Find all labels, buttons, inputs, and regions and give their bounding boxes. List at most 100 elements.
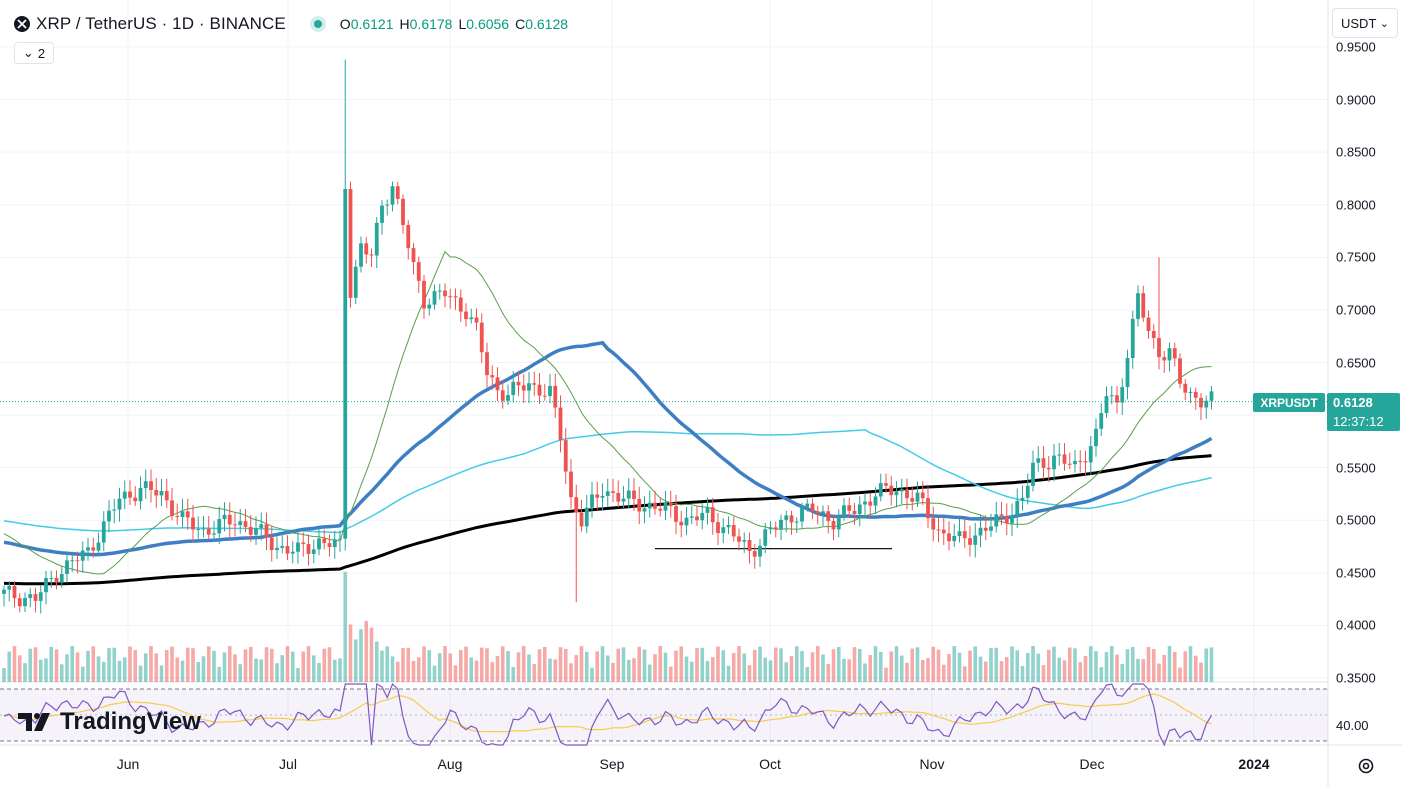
volume-bar xyxy=(915,647,920,682)
volume-bar xyxy=(1109,646,1114,682)
volume-bar xyxy=(936,649,941,682)
candle-body xyxy=(474,317,479,323)
volume-bar xyxy=(17,655,22,682)
candle-body xyxy=(159,490,164,496)
candle-body xyxy=(973,535,978,545)
candle-body xyxy=(206,528,211,535)
candle-body xyxy=(112,509,117,511)
volume-bar xyxy=(23,663,27,682)
volume-bar xyxy=(112,647,117,682)
candle-body xyxy=(401,198,405,226)
indicators-toggle-button[interactable]: ⌄ 2 xyxy=(14,42,54,64)
candle-body xyxy=(86,547,90,551)
volume-bar xyxy=(369,627,374,682)
candle-body xyxy=(1178,358,1182,384)
volume-bar xyxy=(653,654,657,682)
volume-bar xyxy=(1067,647,1072,682)
volume-bar xyxy=(170,646,174,682)
volume-bar xyxy=(254,658,258,682)
candle-body xyxy=(285,546,290,554)
volume-bar xyxy=(285,646,290,682)
time-tick: Sep xyxy=(599,756,625,772)
volume-bar xyxy=(532,664,537,682)
candle-body xyxy=(395,186,400,199)
candle-body xyxy=(784,515,789,520)
candle-body xyxy=(453,296,458,298)
volume-bar xyxy=(175,657,180,682)
candle-body xyxy=(259,524,264,529)
candle-body xyxy=(763,529,768,546)
candle-body xyxy=(737,536,741,542)
volume-bar xyxy=(479,647,484,682)
candle-body xyxy=(1183,383,1188,393)
symbol-title[interactable]: XRP / TetherUS · 1D · BINANCE xyxy=(36,14,286,33)
candle-body xyxy=(983,527,988,531)
candle-body xyxy=(1130,318,1135,359)
candle-body xyxy=(947,533,951,542)
candle-body xyxy=(889,485,894,496)
volume-bar xyxy=(317,662,321,682)
candle-body xyxy=(1162,357,1167,361)
candle-body xyxy=(595,494,600,498)
candle-body xyxy=(1083,461,1088,463)
volume-bar xyxy=(1015,650,1020,682)
candle-body xyxy=(7,585,12,590)
candle-body xyxy=(201,528,206,530)
candle-body xyxy=(1036,458,1041,463)
volume-bar xyxy=(521,646,526,682)
volume-bar xyxy=(159,665,164,682)
price-tick: 0.3500 xyxy=(1336,670,1376,686)
volume-bar xyxy=(75,652,80,682)
candle-body xyxy=(1199,397,1203,408)
candle-body xyxy=(458,297,463,312)
candle-body xyxy=(511,381,516,396)
time-tick: Aug xyxy=(437,756,463,772)
candle-body xyxy=(306,544,311,554)
ma-100-line xyxy=(3,429,1212,534)
candle-body xyxy=(936,529,941,531)
volume-bar xyxy=(1141,659,1146,682)
volume-bar xyxy=(899,655,904,682)
volume-bar xyxy=(605,655,610,682)
candle-body xyxy=(1151,331,1156,339)
market-status-dot[interactable] xyxy=(313,20,322,28)
volume-bar xyxy=(989,648,993,682)
volume-bar xyxy=(280,655,285,682)
candle-body xyxy=(1172,348,1177,359)
candle-body xyxy=(658,508,663,511)
candle-body xyxy=(600,495,605,498)
volume-bar xyxy=(810,652,815,682)
volume-bar xyxy=(737,646,741,682)
candle-body xyxy=(222,514,227,520)
candle-body xyxy=(191,517,195,530)
candle-body xyxy=(443,290,447,297)
currency-select[interactable]: USDT ⌄ xyxy=(1332,8,1398,38)
volume-bar xyxy=(579,646,584,682)
price-tick: 0.9000 xyxy=(1336,92,1376,108)
candle-body xyxy=(1136,293,1140,319)
volume-bar xyxy=(506,650,510,682)
volume-bar xyxy=(1046,649,1051,682)
volume-bar xyxy=(185,647,190,682)
volume-bar xyxy=(584,651,589,682)
volume-bar xyxy=(1083,655,1088,682)
candle-body xyxy=(1057,454,1062,456)
gear-icon[interactable] xyxy=(1356,756,1376,776)
candle-body xyxy=(868,501,873,506)
candle-body xyxy=(175,516,180,518)
volume-bar xyxy=(406,647,411,682)
volume-bar xyxy=(800,650,804,682)
candle-body xyxy=(789,515,794,523)
candle-body xyxy=(432,291,437,305)
candle-body xyxy=(164,490,169,501)
candle-body xyxy=(716,522,720,534)
candle-body xyxy=(663,502,668,511)
time-tick: Dec xyxy=(1079,756,1105,772)
volume-bar xyxy=(49,646,54,682)
volume-bar xyxy=(7,651,12,682)
price-tick: 0.4000 xyxy=(1336,617,1376,633)
volume-bar xyxy=(259,659,264,682)
candle-body xyxy=(1167,348,1172,361)
volume-bar xyxy=(80,666,85,682)
